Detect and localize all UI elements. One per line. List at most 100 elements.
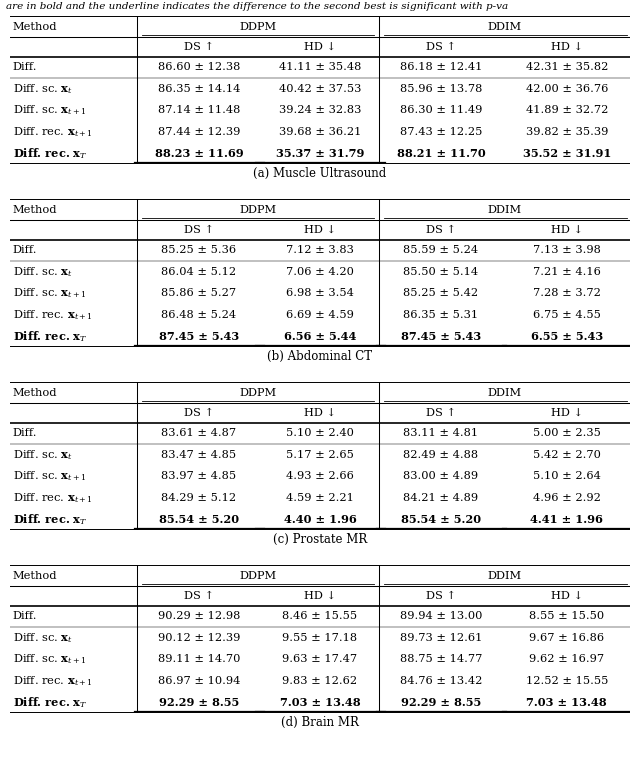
Text: 9.67 ± 16.86: 9.67 ± 16.86 [529, 633, 604, 643]
Text: 86.35 ± 5.31: 86.35 ± 5.31 [403, 310, 479, 320]
Text: 90.12 ± 12.39: 90.12 ± 12.39 [157, 633, 240, 643]
Text: 88.75 ± 14.77: 88.75 ± 14.77 [400, 654, 483, 665]
Text: Diff. sc. $\mathbf{x}_t$: Diff. sc. $\mathbf{x}_t$ [13, 631, 73, 644]
Text: 86.60 ± 12.38: 86.60 ± 12.38 [157, 62, 240, 72]
Text: 9.62 ± 16.97: 9.62 ± 16.97 [529, 654, 604, 665]
Text: HD ↓: HD ↓ [551, 225, 583, 235]
Text: 4.93 ± 2.66: 4.93 ± 2.66 [286, 471, 354, 481]
Text: 88.21 ± 11.70: 88.21 ± 11.70 [397, 148, 485, 159]
Text: DDIM: DDIM [488, 388, 522, 398]
Text: 35.37 ± 31.79: 35.37 ± 31.79 [276, 148, 364, 159]
Text: 35.52 ± 31.91: 35.52 ± 31.91 [523, 148, 611, 159]
Text: DDPM: DDPM [239, 571, 276, 581]
Text: Diff. rec. $\mathbf{x}_T$: Diff. rec. $\mathbf{x}_T$ [13, 695, 88, 710]
Text: Diff. sc. $\mathbf{x}_{t+1}$: Diff. sc. $\mathbf{x}_{t+1}$ [13, 286, 86, 300]
Text: Diff. sc. $\mathbf{x}_{t+1}$: Diff. sc. $\mathbf{x}_{t+1}$ [13, 470, 86, 484]
Text: 6.56 ± 5.44: 6.56 ± 5.44 [284, 331, 356, 342]
Text: Diff. rec. $\mathbf{x}_{t+1}$: Diff. rec. $\mathbf{x}_{t+1}$ [13, 308, 93, 322]
Text: 82.49 ± 4.88: 82.49 ± 4.88 [403, 450, 479, 460]
Text: HD ↓: HD ↓ [551, 42, 583, 52]
Text: 89.94 ± 13.00: 89.94 ± 13.00 [400, 611, 483, 621]
Text: HD ↓: HD ↓ [304, 42, 336, 52]
Text: 8.55 ± 15.50: 8.55 ± 15.50 [529, 611, 604, 621]
Text: HD ↓: HD ↓ [304, 591, 336, 601]
Text: DDIM: DDIM [488, 22, 522, 32]
Text: 4.96 ± 2.92: 4.96 ± 2.92 [533, 493, 601, 503]
Text: Diff.: Diff. [13, 428, 37, 438]
Text: (a) Muscle Ultrasound: (a) Muscle Ultrasound [253, 166, 387, 179]
Text: 86.30 ± 11.49: 86.30 ± 11.49 [400, 105, 483, 116]
Text: 5.17 ± 2.65: 5.17 ± 2.65 [286, 450, 354, 460]
Text: 5.10 ± 2.64: 5.10 ± 2.64 [533, 471, 601, 481]
Text: 6.98 ± 3.54: 6.98 ± 3.54 [286, 288, 354, 298]
Text: 4.41 ± 1.96: 4.41 ± 1.96 [531, 514, 604, 525]
Text: 7.13 ± 3.98: 7.13 ± 3.98 [533, 246, 601, 256]
Text: Method: Method [13, 388, 57, 398]
Text: Diff. rec. $\mathbf{x}_T$: Diff. rec. $\mathbf{x}_T$ [13, 512, 88, 527]
Text: DS ↑: DS ↑ [426, 591, 456, 601]
Text: 85.54 ± 5.20: 85.54 ± 5.20 [159, 514, 239, 525]
Text: DS ↑: DS ↑ [426, 408, 456, 418]
Text: 42.31 ± 35.82: 42.31 ± 35.82 [525, 62, 608, 72]
Text: 83.47 ± 4.85: 83.47 ± 4.85 [161, 450, 237, 460]
Text: 4.59 ± 2.21: 4.59 ± 2.21 [286, 493, 354, 503]
Text: 6.55 ± 5.43: 6.55 ± 5.43 [531, 331, 603, 342]
Text: (c) Prostate MR: (c) Prostate MR [273, 533, 367, 545]
Text: 83.11 ± 4.81: 83.11 ± 4.81 [403, 428, 479, 438]
Text: Diff.: Diff. [13, 62, 37, 72]
Text: DS ↑: DS ↑ [184, 42, 214, 52]
Text: 85.25 ± 5.36: 85.25 ± 5.36 [161, 246, 237, 256]
Text: 7.03 ± 13.48: 7.03 ± 13.48 [280, 697, 360, 708]
Text: 85.54 ± 5.20: 85.54 ± 5.20 [401, 514, 481, 525]
Text: 9.83 ± 12.62: 9.83 ± 12.62 [282, 676, 358, 686]
Text: DS ↑: DS ↑ [184, 225, 214, 235]
Text: DS ↑: DS ↑ [426, 225, 456, 235]
Text: 87.43 ± 12.25: 87.43 ± 12.25 [400, 127, 483, 137]
Text: 89.11 ± 14.70: 89.11 ± 14.70 [157, 654, 240, 665]
Text: 12.52 ± 15.55: 12.52 ± 15.55 [525, 676, 608, 686]
Text: DDPM: DDPM [239, 388, 276, 398]
Text: 7.06 ± 4.20: 7.06 ± 4.20 [286, 267, 354, 277]
Text: 90.29 ± 12.98: 90.29 ± 12.98 [157, 611, 240, 621]
Text: Diff. sc. $\mathbf{x}_{t+1}$: Diff. sc. $\mathbf{x}_{t+1}$ [13, 652, 86, 666]
Text: 85.25 ± 5.42: 85.25 ± 5.42 [403, 288, 479, 298]
Text: 85.50 ± 5.14: 85.50 ± 5.14 [403, 267, 479, 277]
Text: 83.00 ± 4.89: 83.00 ± 4.89 [403, 471, 479, 481]
Text: Method: Method [13, 22, 57, 32]
Text: Diff. rec. $\mathbf{x}_T$: Diff. rec. $\mathbf{x}_T$ [13, 329, 88, 343]
Text: 87.14 ± 11.48: 87.14 ± 11.48 [157, 105, 240, 116]
Text: are in bold and the underline indicates the difference to the second best is sig: are in bold and the underline indicates … [6, 2, 509, 12]
Text: 85.86 ± 5.27: 85.86 ± 5.27 [161, 288, 237, 298]
Text: 86.04 ± 5.12: 86.04 ± 5.12 [161, 267, 237, 277]
Text: DDPM: DDPM [239, 205, 276, 215]
Text: 39.68 ± 36.21: 39.68 ± 36.21 [279, 127, 361, 137]
Text: 42.00 ± 36.76: 42.00 ± 36.76 [525, 84, 608, 94]
Text: 7.12 ± 3.83: 7.12 ± 3.83 [286, 246, 354, 256]
Text: HD ↓: HD ↓ [304, 408, 336, 418]
Text: 83.61 ± 4.87: 83.61 ± 4.87 [161, 428, 237, 438]
Text: 83.97 ± 4.85: 83.97 ± 4.85 [161, 471, 237, 481]
Text: 9.55 ± 17.18: 9.55 ± 17.18 [282, 633, 358, 643]
Text: 84.29 ± 5.12: 84.29 ± 5.12 [161, 493, 237, 503]
Text: 41.89 ± 32.72: 41.89 ± 32.72 [525, 105, 608, 116]
Text: 5.00 ± 2.35: 5.00 ± 2.35 [533, 428, 601, 438]
Text: 6.75 ± 4.55: 6.75 ± 4.55 [533, 310, 601, 320]
Text: HD ↓: HD ↓ [304, 225, 336, 235]
Text: 5.42 ± 2.70: 5.42 ± 2.70 [533, 450, 601, 460]
Text: 7.28 ± 3.72: 7.28 ± 3.72 [533, 288, 601, 298]
Text: 6.69 ± 4.59: 6.69 ± 4.59 [286, 310, 354, 320]
Text: DDIM: DDIM [488, 571, 522, 581]
Text: 85.96 ± 13.78: 85.96 ± 13.78 [400, 84, 483, 94]
Text: Method: Method [13, 205, 57, 215]
Text: Diff. rec. $\mathbf{x}_{t+1}$: Diff. rec. $\mathbf{x}_{t+1}$ [13, 125, 93, 139]
Text: 7.03 ± 13.48: 7.03 ± 13.48 [527, 697, 607, 708]
Text: 9.63 ± 17.47: 9.63 ± 17.47 [282, 654, 358, 665]
Text: 87.45 ± 5.43: 87.45 ± 5.43 [159, 331, 239, 342]
Text: Diff. sc. $\mathbf{x}_t$: Diff. sc. $\mathbf{x}_t$ [13, 265, 73, 279]
Text: 5.10 ± 2.40: 5.10 ± 2.40 [286, 428, 354, 438]
Text: Method: Method [13, 571, 57, 581]
Text: DS ↑: DS ↑ [184, 408, 214, 418]
Text: (d) Brain MR: (d) Brain MR [281, 715, 359, 728]
Text: Diff.: Diff. [13, 611, 37, 621]
Text: HD ↓: HD ↓ [551, 591, 583, 601]
